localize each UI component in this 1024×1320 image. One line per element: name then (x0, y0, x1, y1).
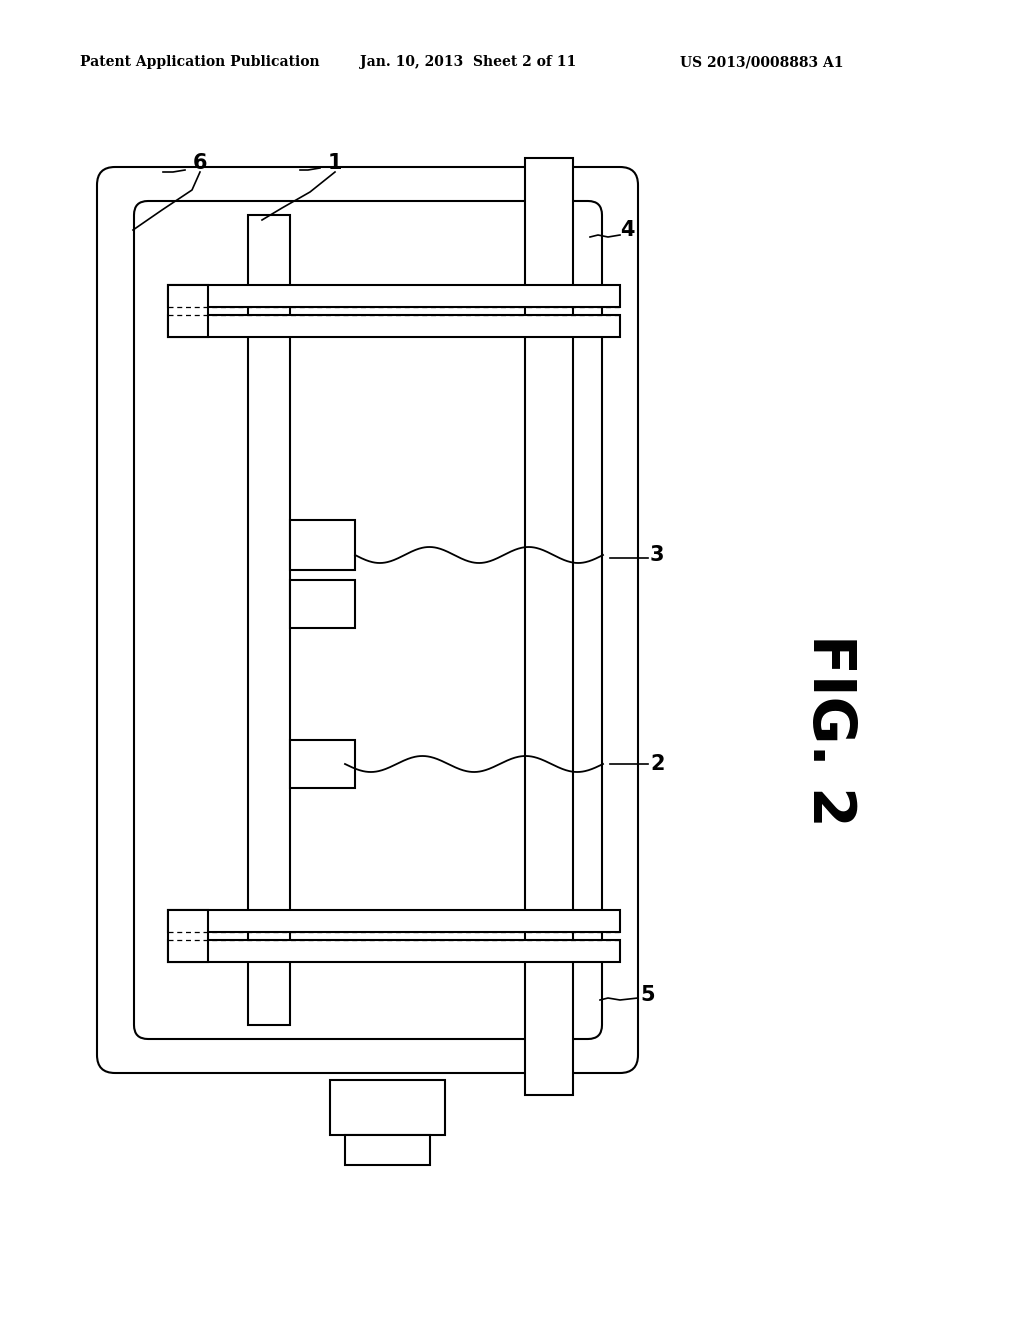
Bar (525, 158, 573, 1096)
Text: 5: 5 (640, 985, 654, 1005)
Bar (330, 1080, 445, 1135)
Text: Patent Application Publication: Patent Application Publication (80, 55, 319, 69)
Text: 3: 3 (650, 545, 665, 565)
Text: 1: 1 (328, 153, 342, 173)
Bar (168, 285, 208, 337)
Bar (290, 520, 355, 570)
Bar (290, 579, 355, 628)
Bar (168, 909, 620, 932)
Text: 6: 6 (193, 153, 207, 173)
Text: US 2013/0008883 A1: US 2013/0008883 A1 (680, 55, 844, 69)
Text: 2: 2 (650, 754, 665, 774)
Bar (168, 315, 620, 337)
Text: FIG. 2: FIG. 2 (802, 634, 858, 826)
Bar (290, 741, 355, 788)
Bar (248, 215, 290, 1026)
Bar (168, 285, 620, 308)
Text: Jan. 10, 2013  Sheet 2 of 11: Jan. 10, 2013 Sheet 2 of 11 (360, 55, 577, 69)
Bar (168, 940, 620, 962)
Text: 4: 4 (620, 220, 635, 240)
Bar (168, 909, 208, 962)
Bar (345, 1135, 430, 1166)
